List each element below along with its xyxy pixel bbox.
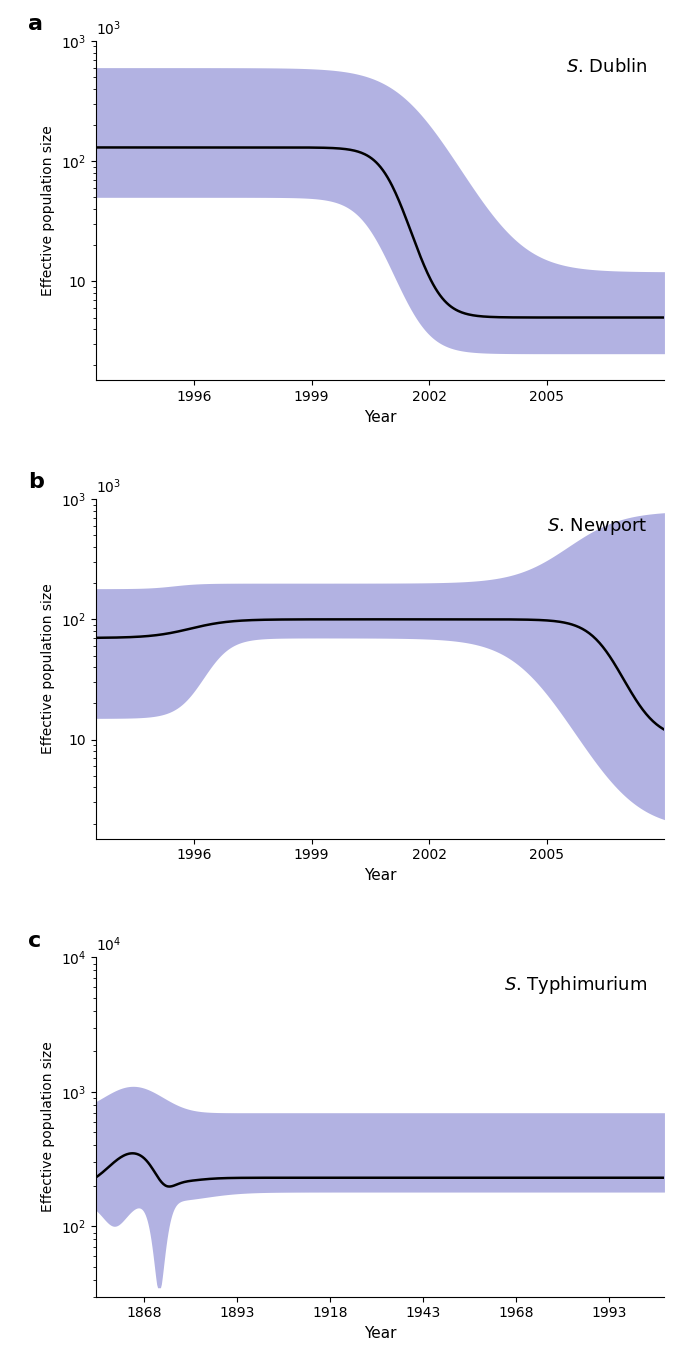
X-axis label: Year: Year [364, 868, 397, 883]
Text: $\it{S}$. Typhimurium: $\it{S}$. Typhimurium [504, 975, 647, 996]
Y-axis label: Effective population size: Effective population size [41, 1041, 55, 1212]
Text: a: a [27, 14, 42, 34]
Y-axis label: Effective population size: Effective population size [42, 126, 55, 296]
Text: b: b [27, 472, 44, 493]
Text: $\it{S}$. Newport: $\it{S}$. Newport [547, 516, 647, 536]
Text: c: c [27, 931, 41, 950]
X-axis label: Year: Year [364, 410, 397, 425]
Text: $10^3$: $10^3$ [96, 478, 121, 495]
Text: $10^4$: $10^4$ [96, 935, 121, 954]
Y-axis label: Effective population size: Effective population size [42, 583, 55, 755]
Text: $10^3$: $10^3$ [96, 19, 121, 38]
X-axis label: Year: Year [364, 1325, 397, 1340]
Text: $\it{S}$. Dublin: $\it{S}$. Dublin [566, 57, 647, 76]
